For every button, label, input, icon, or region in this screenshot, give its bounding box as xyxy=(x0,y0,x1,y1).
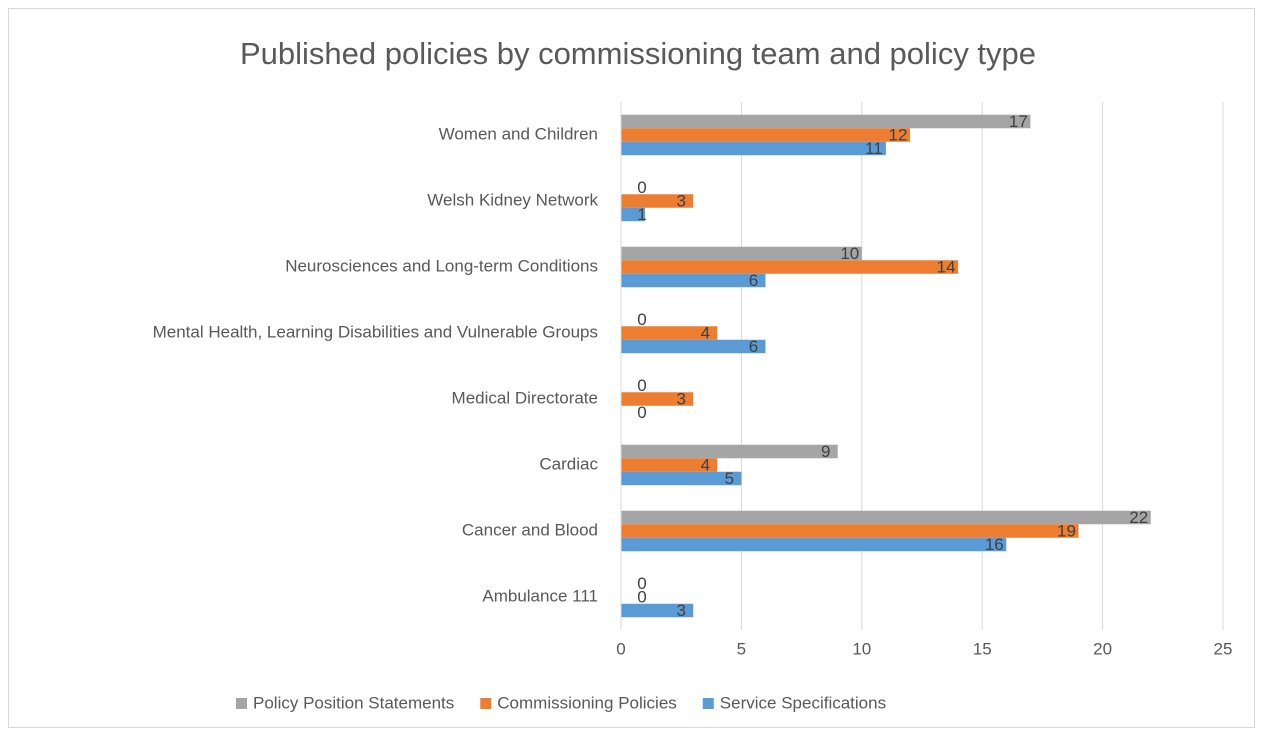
bar xyxy=(621,207,646,222)
legend-swatch xyxy=(702,698,714,709)
bar xyxy=(621,260,959,274)
legend-swatch xyxy=(480,698,492,709)
data-label: 9 xyxy=(821,442,830,461)
data-label: 6 xyxy=(749,337,758,356)
bar xyxy=(621,114,1031,129)
bar xyxy=(621,603,694,618)
y-tick-label: Cardiac xyxy=(539,454,598,473)
data-label: 19 xyxy=(1057,521,1076,540)
bar xyxy=(621,246,862,261)
bar xyxy=(621,273,766,288)
bar xyxy=(621,326,718,340)
bar xyxy=(621,141,886,156)
x-tick-label: 5 xyxy=(737,639,746,658)
y-tick-label: Welsh Kidney Network xyxy=(427,190,598,209)
legend-label: Policy Position Statements xyxy=(253,693,454,712)
x-tick-label: 15 xyxy=(973,639,992,658)
bar xyxy=(621,444,838,459)
legend-label: Commissioning Policies xyxy=(497,693,677,712)
y-tick-label: Women and Children xyxy=(439,124,598,143)
bar xyxy=(621,339,766,354)
data-label: 0 xyxy=(637,376,646,395)
bar xyxy=(621,524,1079,538)
data-label: 11 xyxy=(865,139,883,158)
bar xyxy=(621,471,742,486)
bar xyxy=(621,128,910,142)
data-label: 10 xyxy=(840,244,859,263)
chart-title: Published policies by commissioning team… xyxy=(240,36,1036,71)
data-label: 5 xyxy=(725,469,734,488)
legend-swatch xyxy=(236,698,247,709)
data-label: 4 xyxy=(701,323,710,342)
legend-label: Service Specifications xyxy=(720,693,886,712)
x-tick-label: 20 xyxy=(1093,639,1112,658)
data-label: 0 xyxy=(637,587,646,606)
data-label: 0 xyxy=(637,574,646,593)
data-label: 0 xyxy=(637,310,646,329)
data-label: 3 xyxy=(677,601,686,620)
data-label: 3 xyxy=(677,389,686,408)
data-label: 14 xyxy=(937,257,956,276)
data-label: 17 xyxy=(1009,112,1028,131)
y-tick-label: Ambulance 111 xyxy=(482,586,598,605)
data-label: 12 xyxy=(888,125,907,144)
data-label: 4 xyxy=(701,455,710,474)
x-tick-label: 0 xyxy=(616,639,625,658)
y-tick-label: Mental Health, Learning Disabilities and… xyxy=(153,322,598,341)
data-label: 22 xyxy=(1129,508,1148,527)
y-tick-label: Neurosciences and Long-term Conditions xyxy=(285,256,598,275)
data-label: 1 xyxy=(637,205,646,224)
bar xyxy=(621,392,694,406)
bar xyxy=(621,458,718,472)
data-label: 0 xyxy=(637,178,646,197)
bar xyxy=(621,537,1007,552)
data-label: 6 xyxy=(749,271,758,290)
x-tick-label: 25 xyxy=(1214,639,1233,658)
y-tick-label: Cancer and Blood xyxy=(462,520,598,539)
x-tick-label: 10 xyxy=(852,639,871,658)
data-label: 0 xyxy=(637,403,646,422)
bar xyxy=(621,194,694,208)
data-label: 16 xyxy=(985,535,1004,554)
y-tick-label: Medical Directorate xyxy=(452,388,598,407)
data-label: 3 xyxy=(677,191,686,210)
bar xyxy=(621,510,1151,525)
